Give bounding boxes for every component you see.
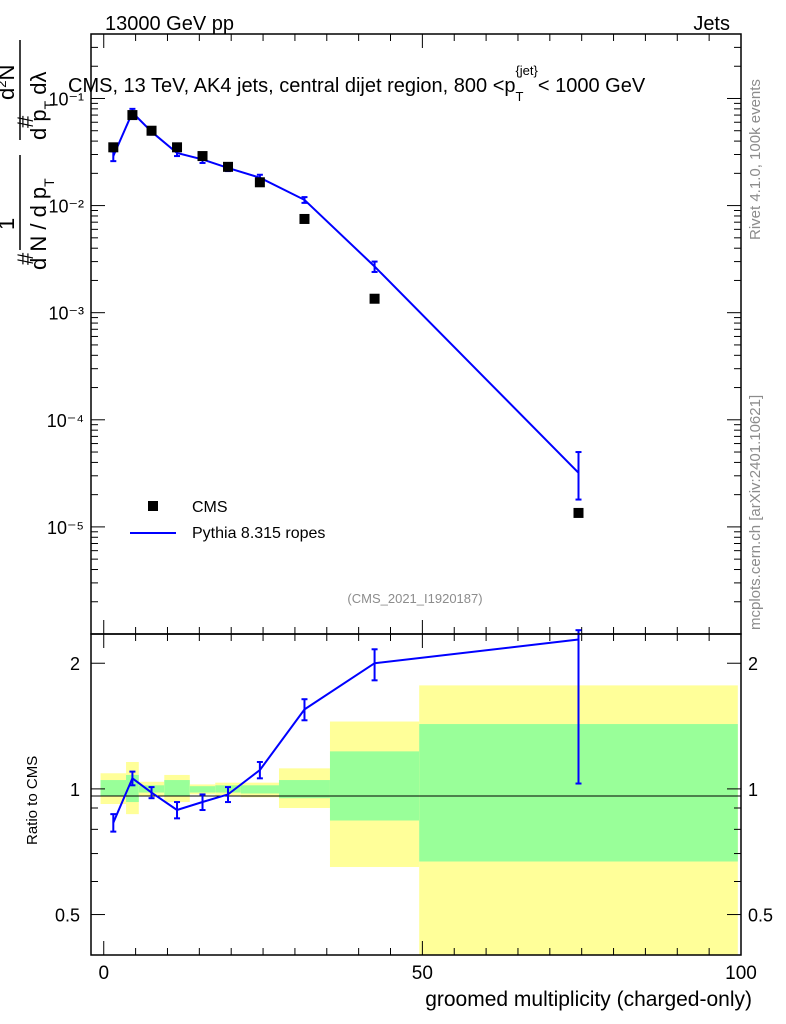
cms-point <box>299 213 310 224</box>
cms-point <box>223 161 234 172</box>
svg-text:d N / d pT: d N / d pT <box>26 178 57 270</box>
cms-point <box>254 177 265 188</box>
legend-pythia-label: Pythia 8.315 ropes <box>192 525 325 542</box>
ratio-marks <box>110 629 582 833</box>
cms-point <box>573 507 584 518</box>
ratio-ticks: 0.5 0.5 1 1 2 2 0 50 100 <box>55 634 773 984</box>
legend: CMS Pythia 8.315 ropes <box>130 499 325 542</box>
cms-point <box>146 125 157 136</box>
main-ylabel: # 1 d N / d pT # d2N d pT dλ <box>0 40 57 270</box>
ratio-y-tick-label-right: 0.5 <box>748 906 773 926</box>
x-tick-label: 50 <box>412 963 433 984</box>
ratio-frame <box>90 633 742 956</box>
cms-point <box>108 142 119 153</box>
ratio-panel: 0.5 0.5 1 1 2 2 0 50 100 Ratio to CMS groomed mu… <box>24 629 773 1011</box>
main-ticks: 10⁻¹ 10⁻² 10⁻³ 10⁻⁴ 10⁻⁵ <box>47 33 742 635</box>
legend-cms-label: CMS <box>192 499 228 516</box>
main-y-tick-label: 10⁻⁵ <box>47 518 84 538</box>
svg-text:1: 1 <box>0 218 19 230</box>
cms-point <box>127 110 138 121</box>
x-tick-label: 0 <box>98 963 109 984</box>
ratio-ylabel: Ratio to CMS <box>24 756 41 845</box>
analysis-id: (CMS_2021_I1920187) <box>347 591 482 606</box>
cms-point <box>197 151 208 162</box>
x-tick-label: 100 <box>725 963 757 984</box>
ratio-band-green <box>189 786 216 793</box>
ratio-band-green <box>240 785 279 794</box>
header-right: Jets <box>693 13 730 35</box>
rivet-label: Rivet 4.1.0, 100k events <box>747 79 764 240</box>
svg-text:#: # <box>13 252 38 265</box>
main-frame <box>90 33 742 635</box>
main-y-tick-label: 10⁻⁴ <box>47 411 84 431</box>
ratio-y-tick-label: 1 <box>70 780 80 800</box>
ratio-band-green <box>329 751 420 821</box>
cms-point <box>369 293 380 304</box>
ratio-bands <box>100 685 738 955</box>
svg-text:d2N: d2N <box>0 65 19 100</box>
main-y-tick-label: 10⁻² <box>48 197 84 217</box>
x-axis-label: groomed multiplicity (charged-only) <box>425 988 752 1011</box>
main-marks <box>108 107 584 518</box>
main-panel: 10⁻¹ 10⁻² 10⁻³ 10⁻⁴ 10⁻⁵ CMS, 13 TeV, AK4 je… <box>0 33 742 635</box>
ratio-y-tick-label: 0.5 <box>55 906 80 926</box>
main-y-tick-label: 10⁻³ <box>48 304 84 324</box>
ratio-y-tick-label: 2 <box>70 654 80 674</box>
header-left: 13000 GeV pp <box>105 13 234 35</box>
svg-text:d pT dλ: d pT dλ <box>26 71 57 140</box>
ratio-band-green <box>164 780 190 797</box>
ratio-band-green <box>278 780 330 799</box>
ratio-y-tick-label-right: 2 <box>748 654 758 674</box>
cms-point <box>172 142 183 153</box>
pythia-line <box>112 110 580 474</box>
main-y-tick-label: 10⁻¹ <box>48 89 84 109</box>
main-title: CMS, 13 TeV, AK4 jets, central dijet reg… <box>68 63 646 104</box>
ratio-line <box>112 638 579 824</box>
mcplots-label: mcplots.cern.ch [arXiv:2401.10621] <box>747 395 764 630</box>
ratio-band-green <box>100 780 127 797</box>
legend-cms-marker <box>148 501 158 511</box>
ratio-y-tick-label-right: 1 <box>748 780 758 800</box>
